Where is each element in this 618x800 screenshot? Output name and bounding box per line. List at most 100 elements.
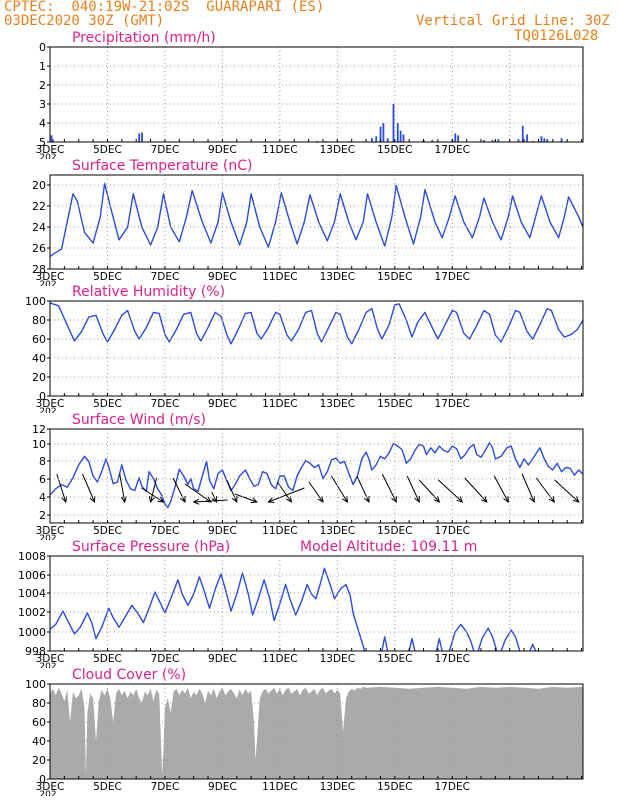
y-tick-label-rh-1: 20 — [32, 371, 46, 384]
x-tick-label-temp-0: 3DEC — [36, 271, 65, 283]
y-tick-label-cloud-4: 80 — [32, 697, 46, 710]
x-year-label-cloud: 202 — [39, 790, 56, 800]
x-tick-label-wind-5: 13DEC — [320, 525, 355, 537]
x-year-label-rh: 202 — [39, 407, 56, 417]
wind-arrow-head-16 — [391, 495, 397, 504]
panel-frame-pres — [49, 555, 584, 652]
x-tick-label-temp-5: 13DEC — [320, 271, 355, 283]
precip-bar-30 — [543, 138, 546, 142]
precip-bar-27 — [526, 134, 528, 142]
precip-bar-29 — [540, 136, 543, 142]
wind-arrow-19 — [437, 479, 463, 503]
panel-frame-wind — [49, 428, 584, 524]
panel-title-pres: Surface Pressure (hPa) — [72, 539, 230, 555]
wind-arrow-head-14 — [342, 495, 348, 503]
x-tick-label-precip-6: 15DEC — [377, 144, 412, 156]
precip-bar-24 — [497, 139, 500, 142]
wind-arrow-head-10 — [250, 497, 258, 504]
x-tick-label-temp-4: 11DEC — [262, 271, 297, 283]
panel-title-precip: Precipitation (mm/h) — [72, 30, 216, 46]
y-tick-label-precip-0: 0 — [39, 41, 46, 54]
y-tick-label-cloud-2: 40 — [32, 735, 46, 748]
x-tick-label-pres-3: 9DEC — [208, 653, 237, 665]
x-tick-label-pres-0: 3DEC — [36, 653, 65, 665]
y-tick-label-rh-4: 80 — [32, 314, 46, 327]
panel-bg-temp — [50, 175, 583, 269]
temp-series-line — [49, 182, 584, 258]
x-tick-label-wind-0: 3DEC — [36, 525, 65, 537]
wind-arrow-2 — [119, 473, 126, 503]
x-tick-label-temp-3: 9DEC — [208, 271, 237, 283]
panel-bg-rh — [50, 301, 583, 396]
y-tick-label-wind-1: 4 — [39, 491, 46, 504]
x-tick-label-cloud-1: 5DEC — [93, 781, 122, 793]
run-datetime: 03DEC2020 30Z (GMT) — [4, 13, 165, 29]
pres-series-line-3 — [435, 638, 443, 652]
x-year-label-pres: 202 — [39, 662, 56, 672]
x-tick-label-cloud-3: 9DEC — [208, 781, 237, 793]
wind-arrow-head-18 — [433, 496, 441, 503]
wind-arrow-head-3 — [148, 495, 155, 504]
y-tick-label-cloud-3: 60 — [32, 716, 46, 729]
rh-series-line — [49, 302, 584, 345]
wind-arrow-head-21 — [503, 495, 509, 504]
x-tick-label-rh-2: 7DEC — [151, 398, 180, 410]
panel-bg-pres — [50, 556, 583, 651]
wind-arrow-head-22 — [529, 495, 535, 504]
precip-bar-9 — [375, 136, 378, 142]
wind-arrow-1 — [82, 473, 95, 503]
panel-title-cloud: Cloud Cover (%) — [72, 667, 186, 683]
precip-bar-1 — [52, 139, 54, 142]
y-tick-label-rh-2: 40 — [32, 352, 46, 365]
y-tick-label-temp-1: 22 — [32, 200, 46, 213]
y-tick-label-cloud-1: 20 — [32, 754, 46, 767]
precip-bar-3 — [141, 132, 143, 142]
panel-frame-precip — [49, 46, 584, 143]
wind-arrow-23 — [535, 477, 555, 503]
precip-bar-18 — [431, 140, 434, 142]
x-tick-label-temp-2: 7DEC — [151, 271, 180, 283]
precip-bar-13 — [392, 104, 395, 142]
x-tick-label-pres-4: 11DEC — [262, 653, 297, 665]
y-tick-label-wind-2: 6 — [39, 473, 46, 486]
x-tick-label-cloud-7: 17DEC — [435, 781, 470, 793]
x-tick-label-rh-7: 17DEC — [435, 398, 470, 410]
y-tick-label-pres-0: 998 — [25, 645, 46, 658]
wind-arrow-head-6 — [192, 498, 200, 505]
precip-bar-12 — [386, 138, 389, 142]
precip-bar-23 — [491, 140, 494, 142]
y-tick-label-precip-1: 1 — [39, 60, 46, 73]
wind-arrow-13 — [308, 481, 324, 503]
panel-extra-pres: Model Altitude: 109.11 m — [300, 539, 477, 555]
x-tick-label-pres-7: 17DEC — [435, 653, 470, 665]
wind-arrow-head-8 — [211, 495, 218, 504]
x-tick-label-pres-2: 7DEC — [151, 653, 180, 665]
pres-series-line-1 — [381, 636, 389, 652]
wind-arrow-5 — [172, 477, 186, 503]
x-tick-label-precip-0: 3DEC — [36, 144, 65, 156]
x-tick-label-pres-5: 13DEC — [320, 653, 355, 665]
x-tick-label-temp-6: 15DEC — [377, 271, 412, 283]
pres-series-line-4 — [448, 623, 475, 652]
pres-series-line — [49, 567, 366, 652]
x-tick-label-wind-4: 11DEC — [262, 525, 297, 537]
wind-arrow-10 — [234, 493, 258, 503]
precip-bar-20 — [454, 133, 457, 142]
x-tick-label-cloud-6: 15DEC — [377, 781, 412, 793]
precip-bar-10 — [379, 126, 382, 142]
x-tick-label-rh-1: 5DEC — [93, 398, 122, 410]
y-tick-label-rh-5: 100 — [25, 295, 46, 308]
x-tick-label-wind-3: 9DEC — [208, 525, 237, 537]
wind-arrow-head-9 — [231, 495, 238, 504]
wind-arrow-14 — [330, 475, 348, 503]
y-tick-label-temp-2: 24 — [32, 221, 46, 234]
wind-arrow-4 — [141, 487, 164, 503]
x-tick-label-temp-7: 17DEC — [435, 271, 470, 283]
wind-arrow-18 — [418, 479, 440, 503]
wind-arrow-head-13 — [317, 496, 324, 503]
pres-series-line-7 — [529, 643, 537, 652]
x-tick-label-precip-7: 17DEC — [435, 144, 470, 156]
y-tick-label-wind-0: 2 — [39, 509, 46, 522]
y-tick-label-pres-4: 1006 — [18, 569, 46, 582]
cloud-cover-area — [50, 686, 583, 779]
